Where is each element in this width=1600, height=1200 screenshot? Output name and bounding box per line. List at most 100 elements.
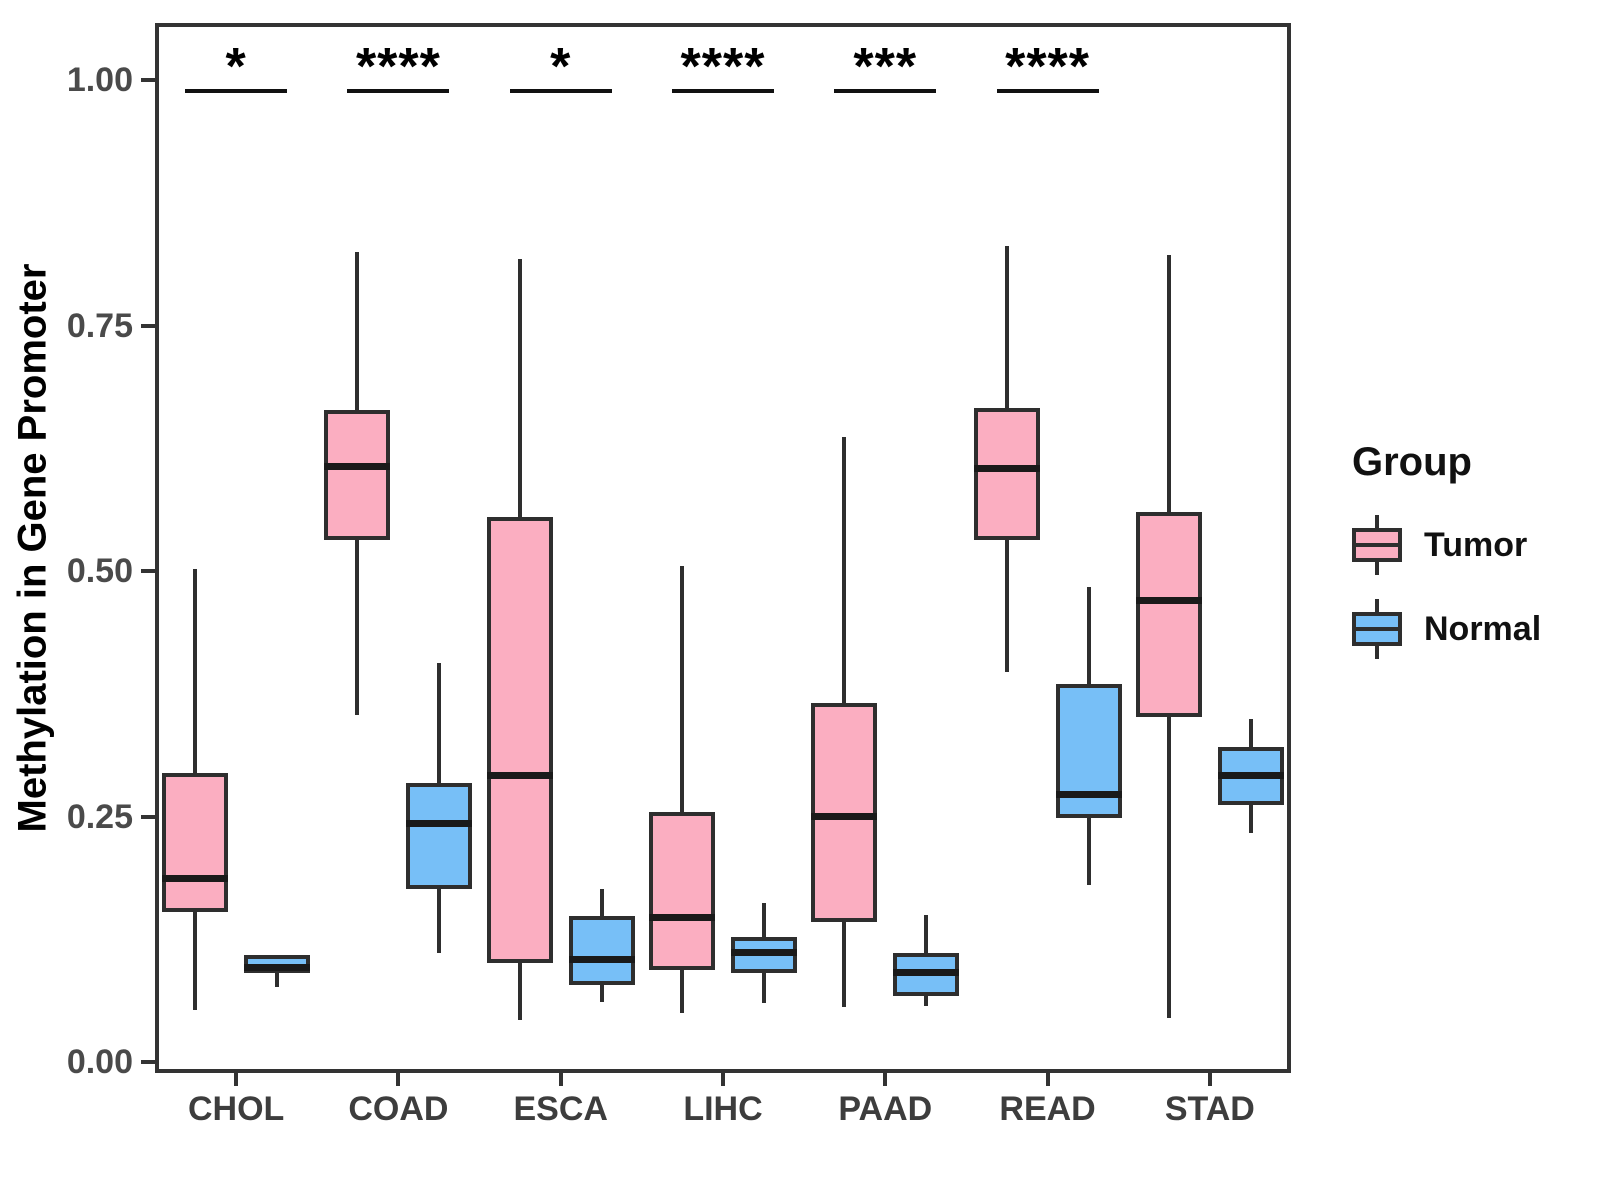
- legend-label-normal: Normal: [1424, 609, 1542, 648]
- boxplot-coad-tumor-whisker-upper: [355, 251, 360, 410]
- boxplot-esca-normal-median: [568, 956, 635, 964]
- significance-stars-coad: ****: [355, 38, 441, 96]
- significance-stars-lihc: ****: [680, 38, 766, 96]
- y-axis-title: Methylation in Gene Promoter: [10, 263, 55, 833]
- boxplot-chol-tumor-whisker-lower: [193, 911, 198, 1010]
- legend-key-whisker-top: [1375, 599, 1379, 612]
- x-tick-mark: [1207, 1073, 1212, 1086]
- boxplot-lihc-normal-median: [731, 949, 797, 957]
- y-tick-mark: [141, 1060, 155, 1064]
- y-tick-label: 0.00: [66, 1043, 133, 1081]
- y-tick-label: 0.75: [66, 306, 133, 345]
- x-tick-mark: [234, 1073, 239, 1086]
- y-tick-label: 1.00: [66, 61, 133, 99]
- y-tick-mark: [141, 569, 155, 573]
- y-tick-mark: [141, 78, 155, 82]
- boxplot-stad-normal-median: [1217, 771, 1284, 779]
- boxplot-read-tumor-box: [973, 407, 1040, 540]
- boxplot-esca-tumor-whisker-lower: [517, 962, 522, 1020]
- boxplot-read-tumor-whisker-upper: [1004, 245, 1009, 408]
- boxplot-coad-tumor-median: [324, 463, 391, 471]
- boxplot-paad-tumor-whisker-upper: [842, 437, 847, 703]
- boxplot-paad-tumor-median: [811, 813, 878, 820]
- boxplot-coad-tumor-whisker-lower: [355, 539, 360, 716]
- boxplot-chol-normal-whisker-lower: [275, 972, 280, 988]
- boxplot-chol-tumor-median: [162, 874, 229, 882]
- legend-title: Group: [1352, 440, 1472, 484]
- significance-stars-esca: *: [550, 38, 572, 96]
- boxplot-lihc-tumor-whisker-lower: [680, 969, 684, 1013]
- x-tick-mark: [558, 1073, 563, 1086]
- boxplot-coad-normal-whisker-upper: [437, 663, 442, 784]
- boxplot-read-normal-whisker-upper: [1086, 586, 1091, 684]
- boxplot-coad-tumor-box: [324, 409, 391, 540]
- boxplot-stad-normal-whisker-upper: [1248, 719, 1253, 747]
- x-tick-mark: [883, 1073, 888, 1086]
- boxplot-paad-normal-whisker-lower: [924, 996, 929, 1007]
- boxplot-esca-tumor-median: [486, 771, 553, 779]
- boxplot-read-normal-whisker-lower: [1086, 818, 1091, 886]
- boxplot-read-tumor-whisker-lower: [1004, 539, 1009, 673]
- x-tick-label-coad: COAD: [348, 1090, 449, 1128]
- boxplot-paad-normal-whisker-upper: [924, 914, 929, 953]
- significance-bracket-paad: [834, 89, 937, 93]
- x-tick-mark: [721, 1073, 725, 1086]
- y-tick-label: 0.25: [66, 797, 133, 836]
- boxplot-lihc-tumor-median: [649, 914, 715, 922]
- boxplot-coad-normal-box: [406, 783, 473, 890]
- x-tick-label-chol: CHOL: [187, 1090, 285, 1128]
- x-tick-mark: [1045, 1073, 1050, 1086]
- boxplot-esca-normal-box: [568, 915, 635, 986]
- boxplot-stad-tumor-whisker-lower: [1166, 717, 1171, 1018]
- boxplot-lihc-tumor-box: [649, 811, 715, 970]
- legend-entry-tumor: Tumor: [1352, 515, 1600, 575]
- boxplot-lihc-normal-whisker-upper: [762, 902, 766, 938]
- boxplot-chol-normal-median: [244, 964, 311, 972]
- x-tick-label-paad: PAAD: [838, 1090, 933, 1128]
- legend-label-tumor: Tumor: [1424, 525, 1528, 564]
- legend-key-whisker-bottom: [1375, 562, 1379, 575]
- legend: Group Tumor Normal: [1352, 440, 1600, 683]
- y-tick-label: 0.50: [66, 552, 133, 590]
- legend-key-whisker-top: [1375, 515, 1379, 528]
- boxplot-paad-tumor-whisker-lower: [842, 921, 847, 1007]
- legend-entry-normal: Normal: [1352, 599, 1600, 659]
- boxplot-lihc-normal-whisker-lower: [762, 972, 766, 1004]
- boxplot-stad-tumor-whisker-upper: [1166, 254, 1171, 513]
- boxplot-read-normal-median: [1055, 791, 1122, 799]
- y-tick-mark: [141, 323, 155, 328]
- boxplot-read-tumor-median: [973, 465, 1040, 473]
- legend-key-median: [1352, 627, 1402, 631]
- significance-stars-read: ****: [1005, 38, 1091, 96]
- boxplot-chol-tumor-whisker-upper: [193, 569, 198, 774]
- significance-bracket-read: [996, 89, 1099, 93]
- x-tick-label-lihc: LIHC: [683, 1090, 763, 1128]
- boxplot-coad-normal-whisker-lower: [437, 889, 442, 953]
- boxplot-esca-tumor-box: [486, 516, 553, 963]
- boxplot-coad-normal-median: [406, 819, 473, 827]
- legend-key-whisker-bottom: [1375, 646, 1379, 659]
- boxplot-esca-normal-whisker-lower: [599, 985, 604, 1003]
- y-tick-mark: [141, 814, 155, 819]
- significance-bracket-chol: [185, 89, 288, 93]
- significance-stars-paad: ***: [853, 38, 918, 96]
- legend-key-tumor-boxplot-icon: [1352, 515, 1402, 575]
- significance-stars-chol: *: [225, 38, 247, 96]
- boxplot-stad-tumor-median: [1135, 596, 1202, 604]
- boxplot-esca-tumor-whisker-upper: [517, 258, 522, 517]
- boxplot-lihc-tumor-whisker-upper: [680, 566, 684, 812]
- boxplot-paad-normal-median: [893, 969, 960, 977]
- x-tick-label-esca: ESCA: [513, 1090, 608, 1128]
- significance-bracket-esca: [509, 89, 612, 93]
- boxplot-esca-normal-whisker-upper: [599, 889, 604, 916]
- plot-panel: [155, 23, 1291, 1073]
- x-tick-mark: [396, 1073, 401, 1086]
- boxplot-stad-tumor-box: [1135, 512, 1202, 718]
- legend-key-normal-boxplot-icon: [1352, 599, 1402, 659]
- boxplot-paad-tumor-box: [811, 702, 878, 922]
- boxplot-chol-tumor-box: [162, 773, 229, 912]
- significance-bracket-lihc: [672, 89, 774, 93]
- x-tick-label-stad: STAD: [1164, 1090, 1255, 1128]
- boxplot-stad-normal-whisker-lower: [1248, 804, 1253, 834]
